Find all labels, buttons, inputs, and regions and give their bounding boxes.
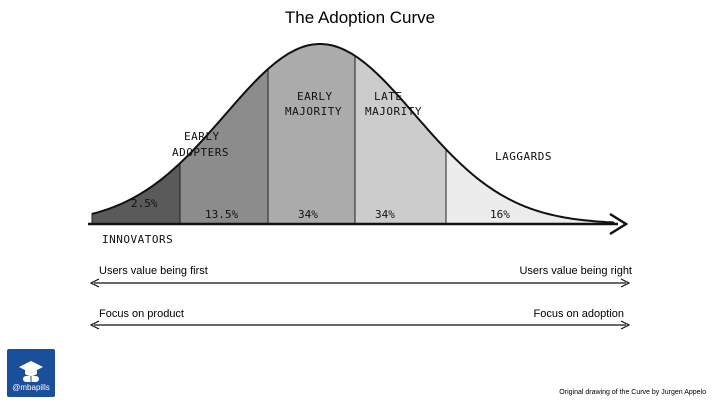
early-majority-label-line1: EARLY — [297, 90, 333, 103]
focus-on-product-label: Focus on product — [99, 308, 184, 320]
early-adopters-percent: 13.5% — [205, 208, 238, 221]
late-majority-percent: 34% — [375, 208, 395, 221]
users-value-right-label: Users value being right — [519, 265, 632, 277]
early-adopters-label-line1: EARLY — [184, 130, 220, 143]
laggards-percent: 16% — [490, 208, 510, 221]
graduation-cap-pill-icon — [19, 361, 43, 382]
innovators-percent: 2.5% — [131, 197, 158, 210]
users-value-first-label: Users value being first — [99, 265, 208, 277]
early-majority-area — [267, 43, 356, 225]
late-majority-label-line2: MAJORITY — [365, 105, 422, 118]
page-title: The Adoption Curve — [284, 8, 436, 27]
innovators-area — [91, 162, 181, 225]
focus-on-adoption-label: Focus on adoption — [533, 308, 624, 320]
early-majority-label-line2: MAJORITY — [285, 105, 342, 118]
product-vs-adoption-arrow — [89, 320, 631, 330]
curve-axis-arrowhead — [609, 212, 629, 236]
late-majority-area — [354, 54, 447, 225]
logo-text: @mbapills — [12, 383, 50, 392]
credit-text: Original drawing of the Curve by Jurgen … — [559, 389, 706, 396]
early-adopters-label-line2: ADOPTERS — [172, 146, 229, 159]
first-vs-right-arrow — [89, 278, 631, 288]
early-majority-percent: 34% — [298, 208, 318, 221]
innovators-label: INNOVATORS — [102, 233, 173, 246]
mbapills-logo: @mbapills — [7, 349, 55, 397]
laggards-label: LAGGARDS — [495, 150, 552, 163]
bell-curve-outline — [91, 43, 615, 224]
late-majority-label-line1: LATE — [374, 90, 403, 103]
